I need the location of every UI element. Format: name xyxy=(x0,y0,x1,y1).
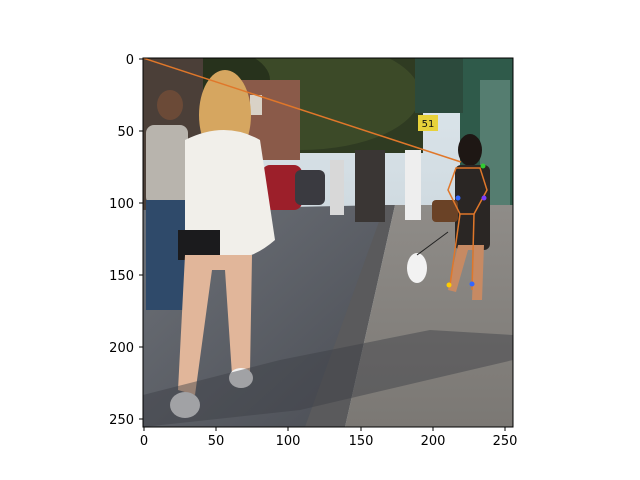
keypoint-green xyxy=(480,163,486,169)
parked-car-dark xyxy=(295,170,325,205)
background-cart xyxy=(355,150,385,222)
axes-frame xyxy=(142,57,514,428)
y-tick-label: 150 xyxy=(109,269,134,284)
dog-leash xyxy=(416,231,449,256)
y-tick-label: 250 xyxy=(109,413,134,428)
woman-legs xyxy=(178,255,252,395)
curb xyxy=(305,205,395,427)
pose-limb-1 xyxy=(449,213,461,286)
y-tick-label: 200 xyxy=(109,341,134,356)
dogwalker-bag xyxy=(432,200,458,222)
dogwalker-legs xyxy=(448,245,484,300)
dogwalker-body xyxy=(455,165,490,250)
shop-sign xyxy=(418,115,438,131)
building-mid-window xyxy=(250,95,262,115)
keypoint-blue xyxy=(455,195,461,201)
x-tick-label: 100 xyxy=(276,434,301,449)
y-tick-label: 50 xyxy=(117,125,134,140)
x-axis: 0 50 100 150 200 250 xyxy=(140,427,518,449)
storefront-awning xyxy=(415,58,463,113)
x-tick-label: 0 xyxy=(140,434,148,449)
y-tick-label: 100 xyxy=(109,197,134,212)
shop-sign-text: 51 xyxy=(422,119,435,130)
keypoint-blue-2 xyxy=(469,281,475,287)
pose-line-long xyxy=(143,58,462,163)
dogwalker-hair xyxy=(458,134,482,166)
keypoint-yellow xyxy=(446,282,452,288)
y-axis: 0 50 100 150 200 250 xyxy=(109,53,143,428)
man-head xyxy=(157,90,183,120)
background-person-1 xyxy=(330,160,344,215)
pose-limb-2 xyxy=(471,213,475,291)
x-tick-label: 250 xyxy=(493,434,518,449)
x-tick-label: 200 xyxy=(421,434,446,449)
y-tick-label: 0 xyxy=(126,53,134,68)
photo: 51 xyxy=(143,58,513,427)
dog xyxy=(407,253,427,283)
woman-shoe-right xyxy=(229,368,253,388)
woman-shoe-left xyxy=(170,392,200,418)
shadows xyxy=(143,330,513,427)
keypoint-purple xyxy=(481,195,487,201)
pose-overlay xyxy=(143,58,488,291)
x-tick-label: 50 xyxy=(208,434,225,449)
man-torso xyxy=(146,125,188,205)
background-person-2 xyxy=(405,150,421,220)
parked-car-red xyxy=(262,165,302,210)
woman-top xyxy=(185,130,275,261)
x-tick-label: 150 xyxy=(349,434,374,449)
sidewalk xyxy=(345,205,513,427)
